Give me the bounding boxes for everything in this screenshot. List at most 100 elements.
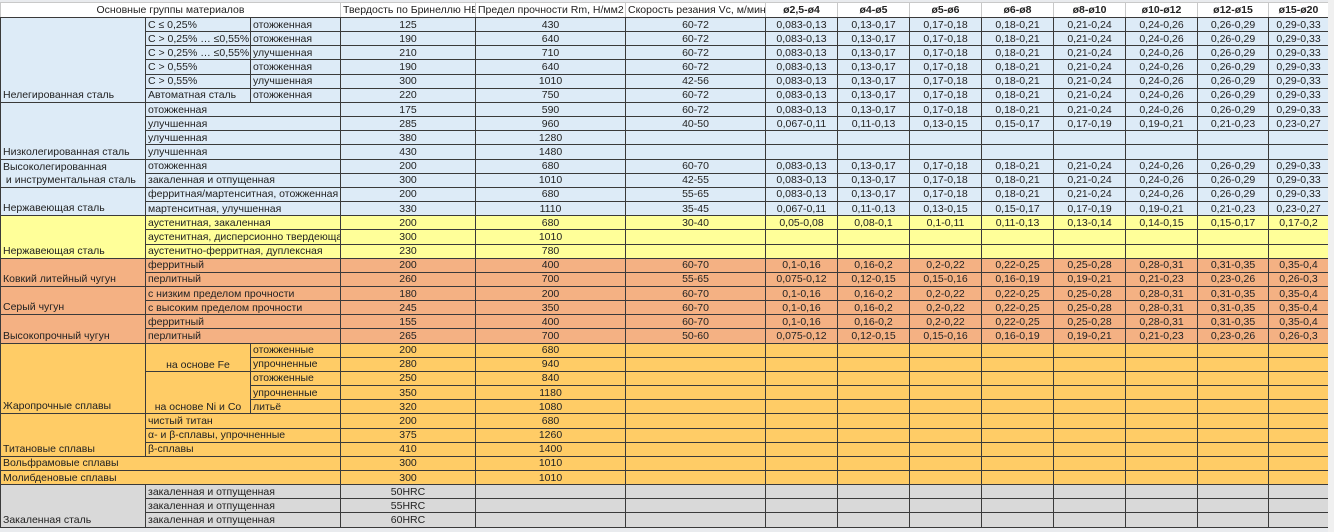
hardness-cell[interactable]: 200 (340, 342, 476, 358)
subtype-cell[interactable]: Автоматная сталь (145, 87, 251, 103)
feed-cell[interactable] (909, 342, 982, 358)
feed-cell[interactable] (909, 130, 982, 146)
cutting-speed-cell[interactable] (625, 427, 766, 443)
feed-cell[interactable]: 0,22-0,25 (981, 314, 1054, 330)
feed-cell[interactable] (1197, 413, 1269, 429)
subtype-cell[interactable]: отожженная (145, 158, 341, 174)
feed-cell[interactable] (909, 243, 982, 259)
feed-cell[interactable] (837, 399, 910, 415)
feed-cell[interactable] (765, 469, 838, 486)
feed-cell[interactable] (981, 370, 1054, 387)
feed-cell[interactable]: 0,31-0,35 (1197, 285, 1269, 302)
hardness-cell[interactable]: 210 (340, 45, 476, 61)
feed-cell[interactable]: 0,17-0,2 (1268, 215, 1329, 231)
header-diameter[interactable]: ø5-ø6 (909, 2, 982, 18)
header-diameter[interactable]: ø4-ø5 (837, 2, 910, 18)
feed-cell[interactable]: 0,17-0,18 (909, 172, 982, 188)
feed-cell[interactable] (1125, 356, 1198, 372)
cutting-speed-cell[interactable]: 55-65 (625, 271, 766, 287)
feed-cell[interactable] (981, 385, 1054, 401)
tensile-strength-cell[interactable]: 1180 (475, 385, 626, 401)
feed-cell[interactable]: 0,13-0,17 (837, 16, 910, 33)
feed-cell[interactable] (981, 427, 1054, 443)
hardness-cell[interactable]: 250 (340, 370, 476, 387)
feed-cell[interactable]: 0,26-0,3 (1268, 271, 1329, 287)
subtype-cell[interactable]: с низким пределом прочности (145, 285, 341, 302)
feed-cell[interactable]: 0,17-0,19 (1053, 116, 1126, 132)
cutting-speed-cell[interactable]: 60-70 (625, 257, 766, 273)
feed-cell[interactable] (1125, 469, 1198, 486)
feed-cell[interactable]: 0,13-0,17 (837, 186, 910, 203)
tensile-strength-cell[interactable]: 1280 (475, 130, 626, 146)
subtype-cell[interactable]: C > 0,55% (145, 73, 251, 89)
tensile-strength-cell[interactable] (475, 512, 626, 528)
feed-cell[interactable]: 0,23-0,27 (1268, 201, 1329, 217)
feed-cell[interactable] (909, 144, 982, 160)
hardness-cell[interactable]: 300 (340, 469, 476, 486)
material-group-label[interactable]: Серый чугун (0, 285, 146, 316)
feed-cell[interactable] (1268, 498, 1329, 514)
feed-cell[interactable]: 0,12-0,15 (837, 271, 910, 287)
condition-cell[interactable]: упрочненные (250, 356, 341, 372)
feed-cell[interactable] (1268, 370, 1329, 387)
material-group-label[interactable]: Молибденовые сплавы (0, 469, 341, 486)
feed-cell[interactable]: 0,17-0,18 (909, 31, 982, 47)
feed-cell[interactable]: 0,21-0,24 (1053, 16, 1126, 33)
feed-cell[interactable] (909, 455, 982, 472)
material-group-label[interactable]: Низколегированная сталь (0, 101, 146, 160)
feed-cell[interactable]: 0,083-0,13 (765, 59, 838, 75)
cutting-speed-cell[interactable] (625, 342, 766, 358)
subtype-cell[interactable]: β-сплавы (145, 441, 341, 457)
hardness-cell[interactable]: 245 (340, 300, 476, 316)
feed-cell[interactable]: 0,29-0,33 (1268, 158, 1329, 174)
tensile-strength-cell[interactable]: 640 (475, 59, 626, 75)
subtype-cell[interactable]: ферритная/мартенситная, отожженная (145, 186, 341, 203)
tensile-strength-cell[interactable]: 1400 (475, 441, 626, 457)
feed-cell[interactable] (981, 512, 1054, 528)
feed-cell[interactable]: 0,13-0,17 (837, 73, 910, 89)
header-diameter[interactable]: ø12-ø15 (1197, 2, 1269, 18)
feed-cell[interactable]: 0,29-0,33 (1268, 59, 1329, 75)
feed-cell[interactable]: 0,14-0,15 (1125, 215, 1198, 231)
hardness-cell[interactable]: 200 (340, 215, 476, 231)
feed-cell[interactable]: 0,08-0,1 (837, 215, 910, 231)
feed-cell[interactable] (1268, 441, 1329, 457)
tensile-strength-cell[interactable]: 430 (475, 16, 626, 33)
tensile-strength-cell[interactable]: 780 (475, 243, 626, 259)
feed-cell[interactable]: 0,13-0,17 (837, 172, 910, 188)
feed-cell[interactable]: 0,2-0,22 (909, 314, 982, 330)
feed-cell[interactable] (1053, 243, 1126, 259)
feed-cell[interactable]: 0,17-0,18 (909, 186, 982, 203)
header-diameter[interactable]: ø8-ø10 (1053, 2, 1126, 18)
feed-cell[interactable] (1197, 427, 1269, 443)
tensile-strength-cell[interactable]: 700 (475, 328, 626, 344)
subtype-cell[interactable]: улучшенная (145, 130, 341, 146)
hardness-cell[interactable]: 180 (340, 285, 476, 302)
feed-cell[interactable]: 0,1-0,16 (765, 257, 838, 273)
feed-cell[interactable] (981, 399, 1054, 415)
condition-cell[interactable]: отожженные (250, 370, 341, 387)
feed-cell[interactable]: 0,1-0,16 (765, 314, 838, 330)
feed-cell[interactable]: 0,21-0,24 (1053, 87, 1126, 103)
tensile-strength-cell[interactable]: 1010 (475, 229, 626, 245)
feed-cell[interactable] (837, 229, 910, 245)
hardness-cell[interactable]: 300 (340, 229, 476, 245)
feed-cell[interactable] (1053, 229, 1126, 245)
feed-cell[interactable]: 0,28-0,31 (1125, 257, 1198, 273)
feed-cell[interactable]: 0,24-0,26 (1125, 31, 1198, 47)
feed-cell[interactable]: 0,067-0,11 (765, 116, 838, 132)
feed-cell[interactable] (909, 399, 982, 415)
feed-cell[interactable] (909, 512, 982, 528)
feed-cell[interactable] (1053, 370, 1126, 387)
feed-cell[interactable]: 0,24-0,26 (1125, 59, 1198, 75)
feed-cell[interactable] (1053, 469, 1126, 486)
feed-cell[interactable]: 0,16-0,19 (981, 271, 1054, 287)
tensile-strength-cell[interactable]: 1260 (475, 427, 626, 443)
feed-cell[interactable] (1197, 229, 1269, 245)
feed-cell[interactable]: 0,21-0,24 (1053, 31, 1126, 47)
feed-cell[interactable]: 0,26-0,29 (1197, 158, 1269, 174)
feed-cell[interactable] (1268, 243, 1329, 259)
hardness-cell[interactable]: 350 (340, 385, 476, 401)
feed-cell[interactable] (981, 130, 1054, 146)
feed-cell[interactable]: 0,29-0,33 (1268, 101, 1329, 118)
